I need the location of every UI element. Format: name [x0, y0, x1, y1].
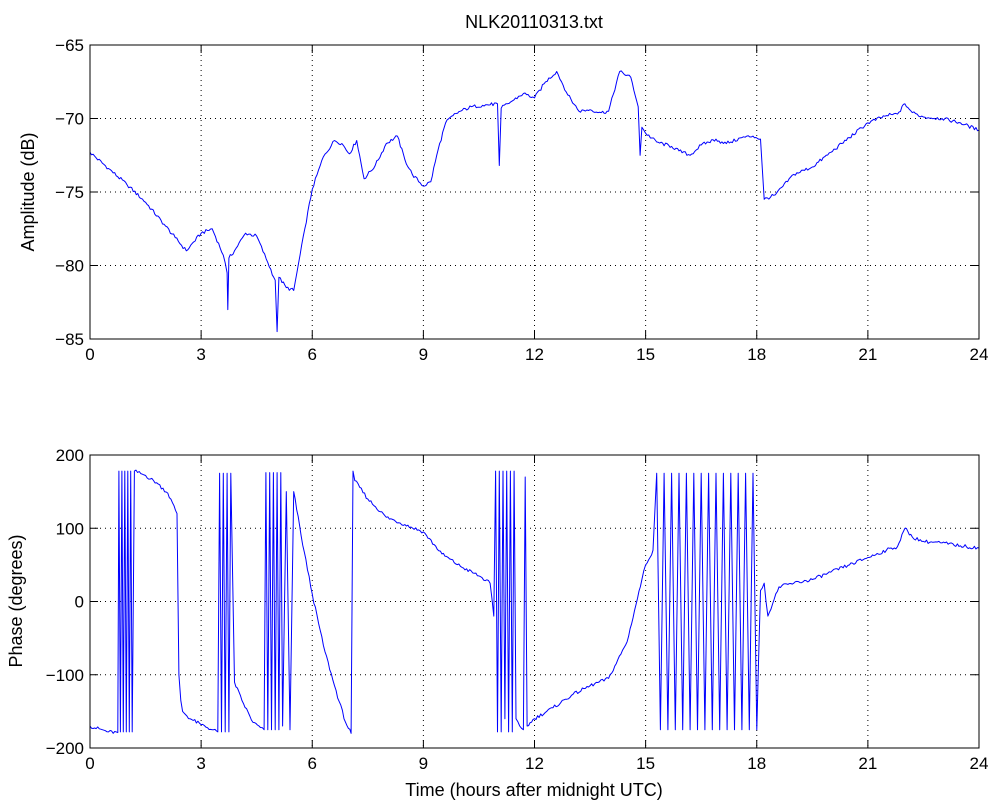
phase-x-tick-label: 0	[85, 754, 94, 773]
phase-x-tick-label: 15	[636, 754, 655, 773]
amplitude-ticks: 0 3 6 9 12 15 18 21 24 −85 −80 −75 −70 −65	[55, 36, 988, 364]
phase-ticks: 0 3 6 9 12 15 18 21 24 −200 −100 0 100 200	[46, 446, 989, 773]
phase-x-tick-label: 18	[747, 754, 766, 773]
phase-series-line	[90, 469, 979, 734]
amplitude-x-tick-label: 0	[85, 345, 94, 364]
amplitude-y-axis-label: Amplitude (dB)	[18, 132, 38, 251]
phase-x-tick-label: 3	[196, 754, 205, 773]
amplitude-x-tick-label: 24	[970, 345, 989, 364]
phase-x-tick-label: 24	[970, 754, 989, 773]
amplitude-grid	[90, 45, 979, 339]
phase-y-tick-label: −100	[46, 666, 84, 685]
amplitude-x-tick-label: 6	[308, 345, 317, 364]
phase-x-tick-label: 9	[419, 754, 428, 773]
amplitude-y-tick-label: −75	[55, 183, 84, 202]
phase-panel: 0 3 6 9 12 15 18 21 24 −200 −100 0 100 200 Phase (deg…	[6, 446, 988, 800]
amplitude-x-tick-label: 21	[858, 345, 877, 364]
phase-x-tick-label: 12	[525, 754, 544, 773]
phase-y-tick-label: 200	[56, 446, 84, 465]
phase-y-axis-label: Phase (degrees)	[6, 534, 26, 667]
phase-grid	[90, 455, 979, 748]
phase-x-tick-label: 21	[858, 754, 877, 773]
amplitude-y-tick-label: −85	[55, 330, 84, 349]
amplitude-panel: 0 3 6 9 12 15 18 21 24 −85 −80 −75 −70 −65 Amplitude …	[18, 36, 988, 364]
phase-y-tick-label: 0	[75, 593, 84, 612]
phase-series	[90, 469, 979, 734]
chart-title: NLK20110313.txt	[465, 12, 603, 32]
amplitude-y-tick-label: −65	[55, 36, 84, 55]
amplitude-series	[90, 70, 979, 333]
phase-y-tick-label: 100	[56, 519, 84, 538]
amplitude-x-tick-label: 3	[196, 345, 205, 364]
amplitude-y-tick-label: −80	[55, 257, 84, 276]
amplitude-y-tick-label: −70	[55, 110, 84, 129]
amplitude-x-tick-label: 15	[636, 345, 655, 364]
phase-x-axis-label: Time (hours after midnight UTC)	[405, 780, 662, 800]
amplitude-x-tick-label: 18	[747, 345, 766, 364]
amplitude-x-tick-label: 9	[419, 345, 428, 364]
amplitude-series-line	[90, 70, 979, 333]
amplitude-x-tick-label: 12	[525, 345, 544, 364]
phase-y-tick-label: −200	[46, 739, 84, 758]
phase-x-tick-label: 6	[308, 754, 317, 773]
